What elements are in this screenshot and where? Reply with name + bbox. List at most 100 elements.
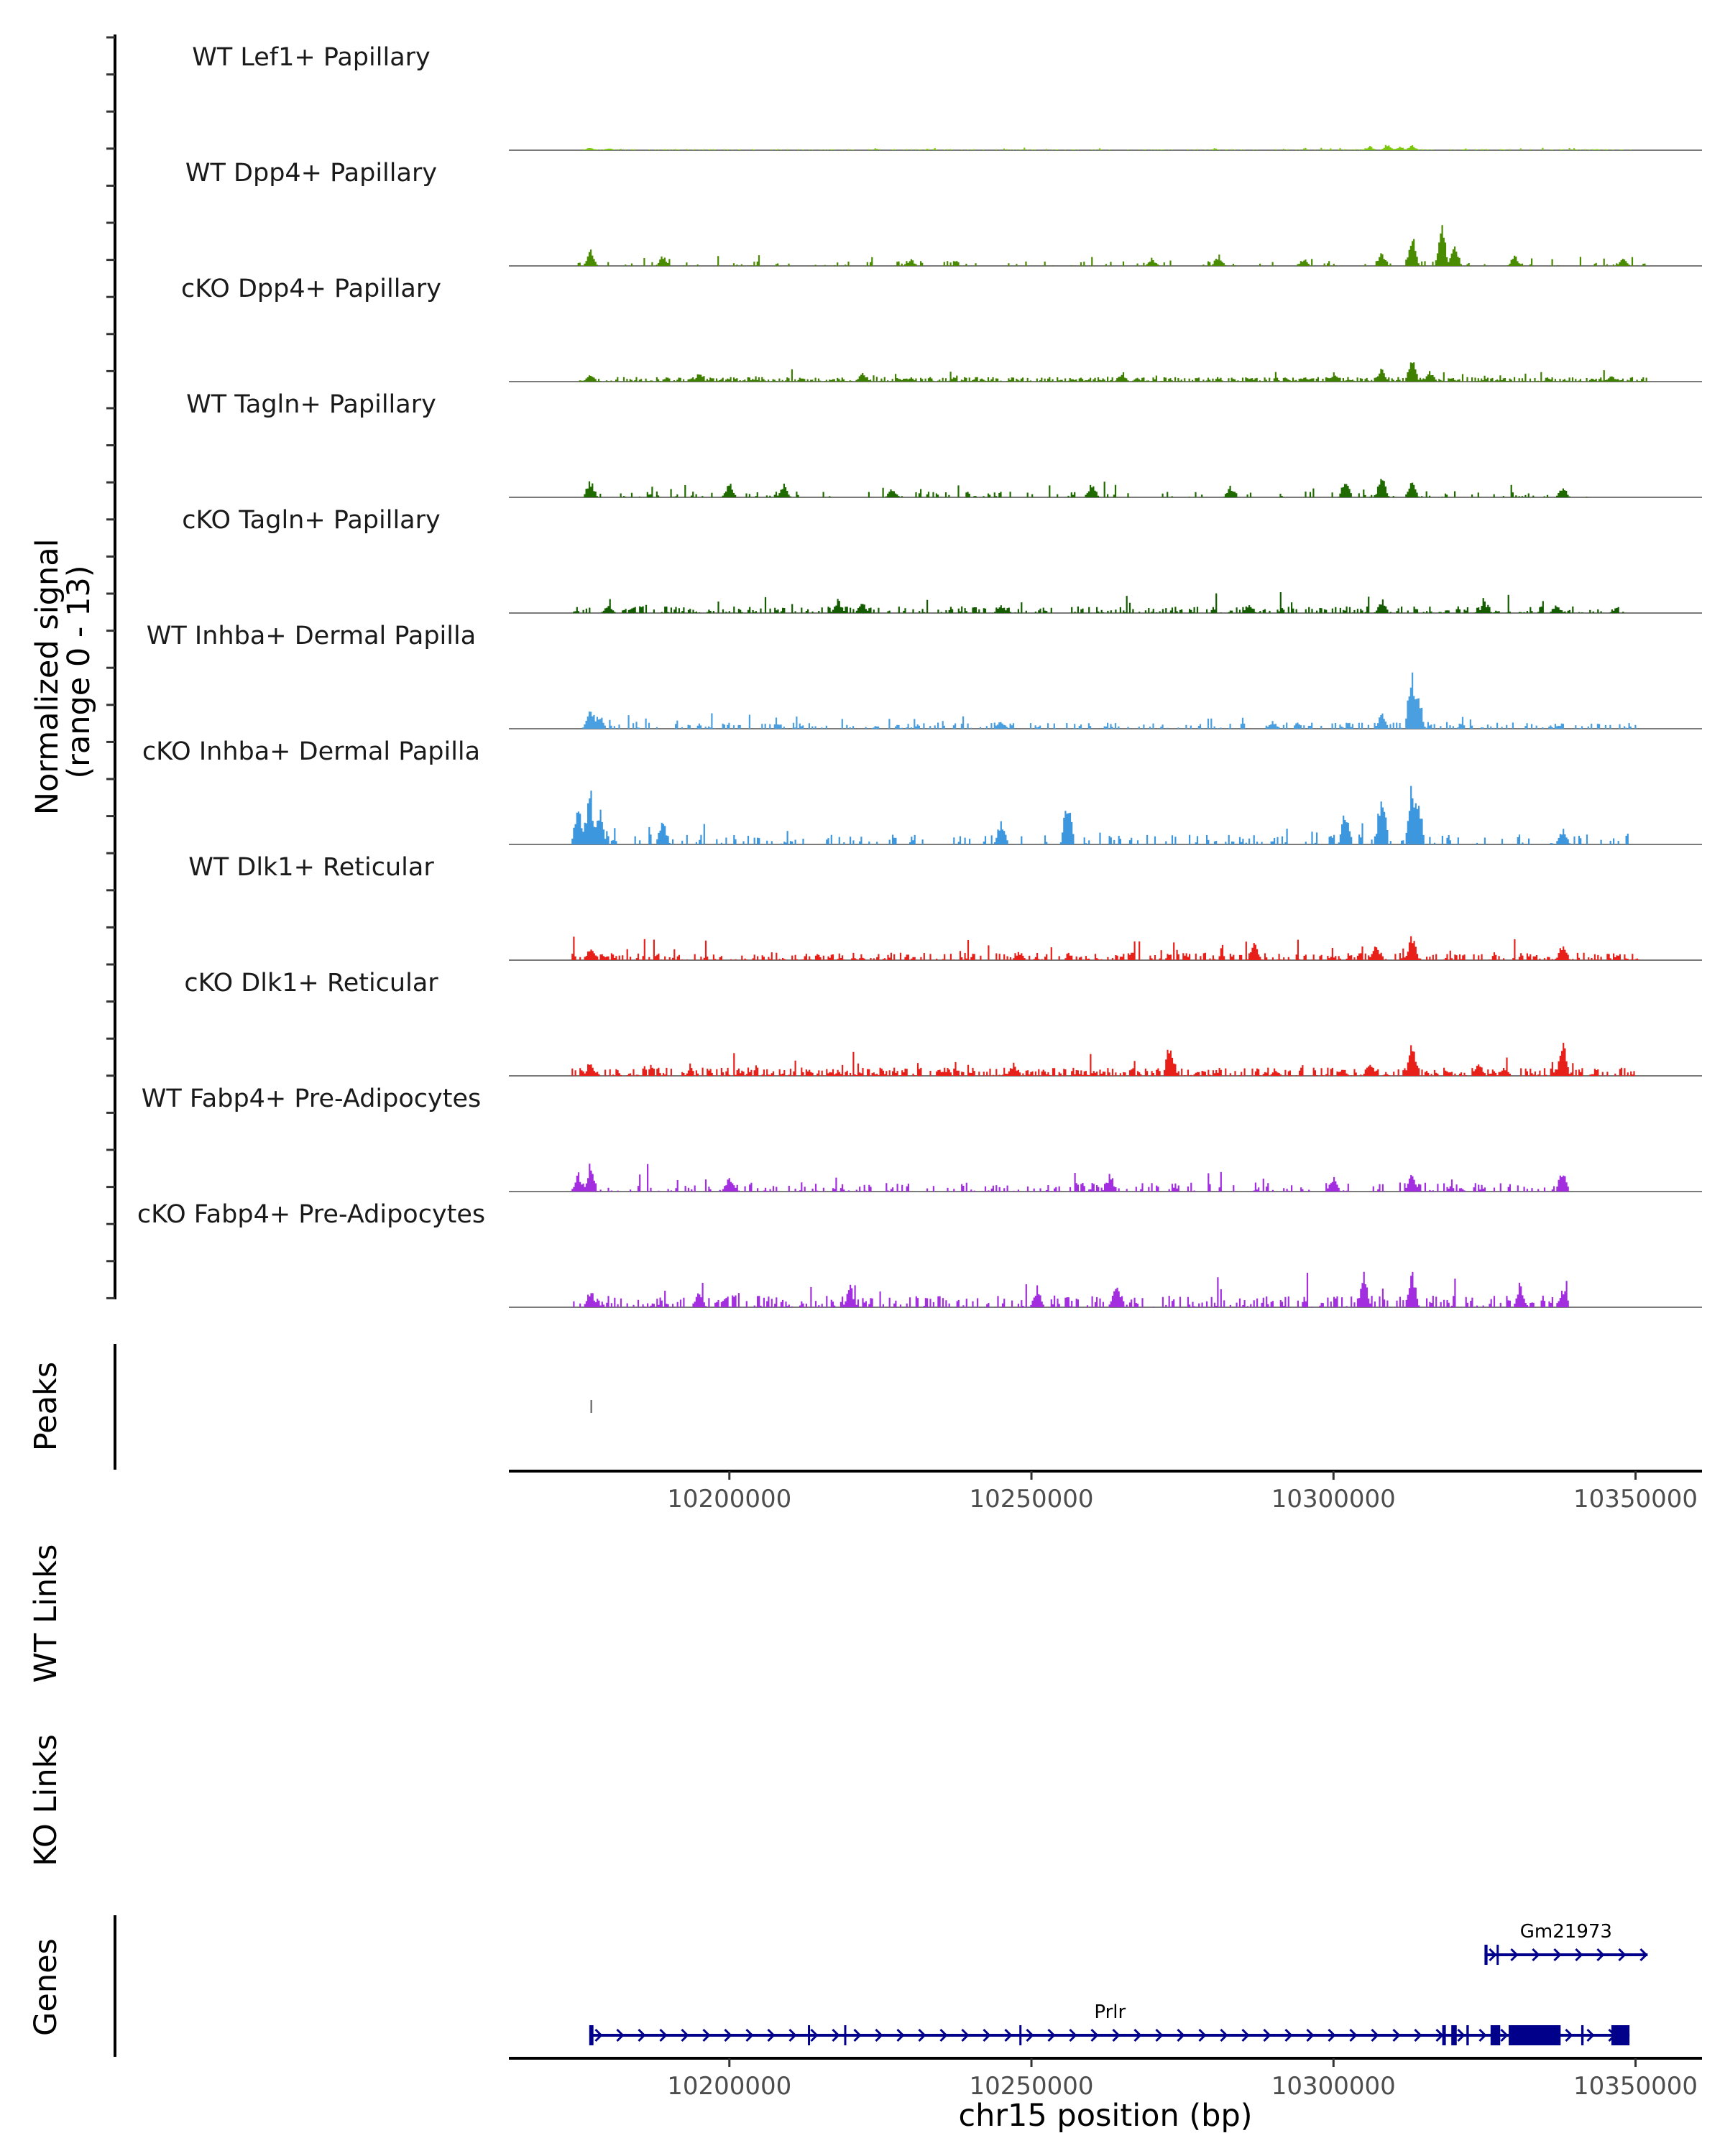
strand-arrow (1575, 1948, 1583, 1962)
strand-arrow (659, 2028, 668, 2042)
x-axis-title: chr15 position (bp) (958, 2098, 1252, 2134)
strand-arrow (1457, 2028, 1466, 2042)
strand-arrow (767, 2028, 776, 2042)
strand-arrow (1478, 2028, 1487, 2042)
strand-arrow (1328, 2028, 1336, 2042)
coverage-y-label-line2: (range 0 - 13) (61, 565, 97, 778)
strand-arrow (1263, 2028, 1271, 2042)
strand-arrow (1004, 2028, 1013, 2042)
x-tick-label: 10300000 (1271, 2072, 1396, 2101)
strand-arrow (1553, 1948, 1562, 1962)
coverage-y-label-line1: Normalized signal (29, 538, 65, 815)
strand-arrow (939, 2028, 948, 2042)
strand-arrow (616, 2028, 625, 2042)
gene-Gm21973: Gm21973 (1484, 1921, 1648, 1965)
strand-arrow (983, 2028, 991, 2042)
track-9: WT Fabp4+ Pre-Adipocytes (142, 1084, 1702, 1192)
strand-arrow (832, 2028, 840, 2042)
strand-arrow (875, 2028, 883, 2042)
strand-arrow (961, 2028, 970, 2042)
peaks-label: Peaks (28, 1362, 64, 1452)
strand-arrow (1306, 2028, 1315, 2042)
strand-arrow (1414, 2028, 1422, 2042)
strand-arrow (1155, 2028, 1164, 2042)
track-2: cKO Dpp4+ Papillary (181, 275, 1702, 382)
strand-arrow (1596, 1948, 1605, 1962)
coverage-tracks: WT Lef1+ Papillary WT Dpp4+ Papillary cKO … (137, 43, 1702, 1308)
track-label: WT Lef1+ Papillary (192, 43, 431, 72)
track-5: WT Inhba+ Dermal Papilla (147, 622, 1702, 729)
track-signal (582, 144, 1632, 150)
strand-arrow (1241, 2028, 1250, 2042)
strand-arrow (681, 2028, 689, 2042)
strand-arrow (1489, 1948, 1497, 1962)
strand-arrow (1284, 2028, 1293, 2042)
gene-label: Gm21973 (1520, 1921, 1612, 1943)
strand-arrow (1639, 1948, 1648, 1962)
strand-arrow (1565, 2028, 1573, 2042)
exon (1490, 2025, 1501, 2045)
track-signal (582, 672, 1637, 729)
ko-links-label: KO Links (28, 1734, 64, 1866)
lower-x-ticks: 10200000 10250000 10300000 10350000 (667, 2058, 1698, 2101)
strand-arrow (745, 2028, 754, 2042)
strand-arrow (1047, 2028, 1056, 2042)
strand-arrow (810, 2028, 819, 2042)
strand-arrow (1133, 2028, 1142, 2042)
x-tick-label: 10350000 (1573, 2072, 1698, 2101)
strand-arrow (1532, 1948, 1540, 1962)
exon (1496, 1945, 1499, 1965)
strand-arrow (853, 2028, 862, 2042)
strand-arrow (1371, 2028, 1379, 2042)
strand-arrow (638, 2028, 646, 2042)
exon (1581, 2025, 1584, 2045)
track-signal (571, 936, 1640, 960)
track-label: WT Dpp4+ Papillary (185, 159, 437, 188)
strand-arrow (918, 2028, 926, 2042)
strand-arrow (1177, 2028, 1185, 2042)
track-6: cKO Inhba+ Dermal Papilla (142, 737, 1702, 845)
track-label: WT Inhba+ Dermal Papilla (147, 622, 476, 650)
strand-arrow (1112, 2028, 1121, 2042)
exon (808, 2025, 811, 2045)
strand-arrow (1510, 1948, 1519, 1962)
strand-arrow (702, 2028, 711, 2042)
track-signal (573, 1271, 1569, 1307)
strand-arrow (1392, 2028, 1401, 2042)
strand-arrow (1586, 2028, 1595, 2042)
track-signal (579, 362, 1647, 382)
strand-arrow (1090, 2028, 1099, 2042)
x-tick-label: 10350000 (1573, 1485, 1698, 1514)
exon (1451, 2025, 1457, 2045)
track-10: cKO Fabp4+ Pre-Adipocytes (137, 1200, 1702, 1308)
track-label: cKO Inhba+ Dermal Papilla (142, 737, 480, 766)
strand-arrow (1026, 2028, 1034, 2042)
strand-arrow (1349, 2028, 1358, 2042)
strand-arrow (724, 2028, 732, 2042)
peak-regions (590, 1400, 592, 1413)
strand-arrow (1220, 2028, 1228, 2042)
track-signal (584, 479, 1588, 497)
x-tick-label: 10300000 (1271, 1485, 1396, 1514)
track-label: cKO Fabp4+ Pre-Adipocytes (137, 1200, 485, 1229)
exon (1484, 1945, 1488, 1965)
track-4: cKO Tagln+ Papillary (182, 506, 1702, 614)
gene-label: Prlr (1094, 2001, 1126, 2023)
wt-links-label: WT Links (28, 1544, 64, 1683)
track-signal (573, 592, 1624, 613)
track-3: WT Tagln+ Papillary (186, 390, 1702, 498)
coverage-y-ticks (106, 36, 115, 1299)
track-label: cKO Dpp4+ Papillary (181, 275, 441, 303)
track-label: cKO Dlk1+ Reticular (184, 969, 438, 998)
gene-Prlr: Prlr (589, 2001, 1630, 2045)
track-signal (571, 1164, 1569, 1192)
coverage-y-label: Normalized signal (range 0 - 13) (29, 529, 97, 815)
track-label: cKO Tagln+ Papillary (182, 506, 441, 535)
exon (1466, 2025, 1469, 2045)
exon (1611, 2025, 1630, 2045)
upper-x-ticks: 10200000 10250000 10300000 10350000 (667, 1471, 1698, 1514)
exon (589, 2025, 594, 2045)
track-7: WT Dlk1+ Reticular (188, 853, 1702, 961)
strand-arrow (1069, 2028, 1077, 2042)
track-1: WT Dpp4+ Papillary (185, 159, 1702, 267)
